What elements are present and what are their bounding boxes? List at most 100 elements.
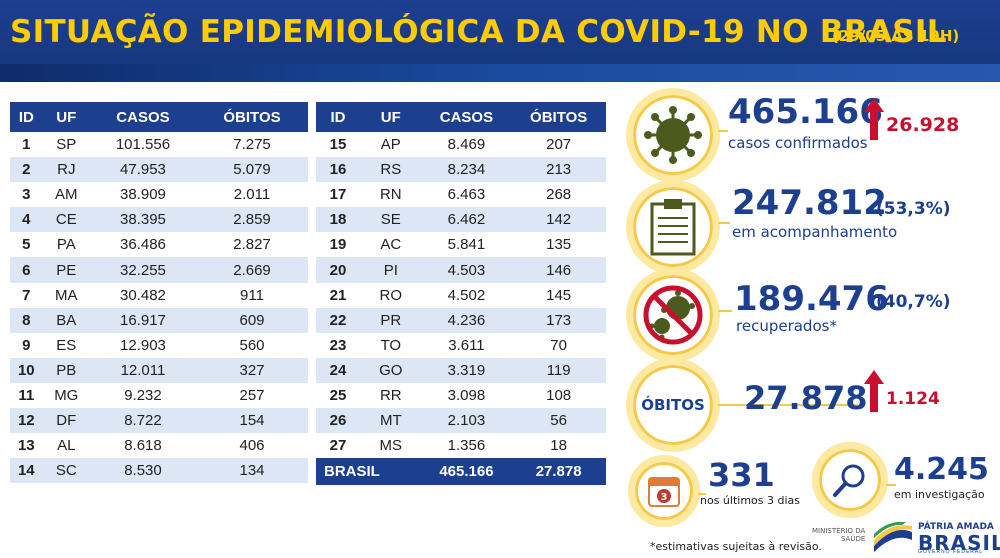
cell-uf: MT xyxy=(360,408,422,434)
cell-deaths: 406 xyxy=(239,437,265,455)
cell-id: 25 xyxy=(329,386,347,404)
calendar-number: 3 xyxy=(661,492,668,503)
cell-deaths: 2.859 xyxy=(196,207,308,233)
connector-line xyxy=(698,493,706,495)
cell-deaths: 56 xyxy=(511,408,606,434)
cell-uf: AP xyxy=(380,136,401,154)
cell-uf: SC xyxy=(42,458,90,484)
cell-uf: AM xyxy=(55,186,78,204)
magnifier-icon xyxy=(833,464,865,497)
table-row: 22 PR 4.236 173 xyxy=(316,307,606,333)
col-header-deaths: ÓBITOS xyxy=(196,102,308,132)
cell-id: 23 xyxy=(329,336,347,354)
cell-deaths: 2.669 xyxy=(196,257,308,283)
table-row: 20 PI 4.503 146 xyxy=(316,257,606,283)
calendar-icon: 3 xyxy=(648,477,680,507)
recovered-percent: (40,7%) xyxy=(876,292,951,312)
increase-arrow-icon xyxy=(864,370,884,412)
no-virus-icon xyxy=(643,285,703,345)
table-row: 25 RR 3.098 108 xyxy=(316,383,606,408)
cell-uf: BA xyxy=(42,307,90,333)
increase-arrow-icon xyxy=(864,98,884,140)
col-header-cases: CASOS xyxy=(421,102,512,132)
cell-id: 26 xyxy=(316,408,361,434)
cell-cases: 30.482 xyxy=(120,286,166,304)
cell-cases: 4.502 xyxy=(447,286,486,304)
connector-line xyxy=(886,484,896,486)
cell-cases: 38.395 xyxy=(89,207,197,233)
recent-deaths-label: nos últimos 3 dias xyxy=(700,494,801,507)
cell-id: 2 xyxy=(10,157,43,183)
table-row: 11 MG 9.232 257 xyxy=(10,383,308,408)
cell-deaths: 154 xyxy=(196,408,308,434)
cell-cases: 6.463 xyxy=(447,186,486,204)
table-row: 9 ES 12.903 560 xyxy=(10,333,308,358)
cell-id: 24 xyxy=(316,357,361,383)
cell-uf: TO xyxy=(380,336,402,354)
table-row: 5 PA 36.486 2.827 xyxy=(10,232,308,257)
cell-id: 11 xyxy=(18,386,35,404)
total-row: BRASIL 465.166 27.878 xyxy=(316,458,606,486)
cell-uf: GO xyxy=(360,357,422,383)
cell-cases: 47.953 xyxy=(89,157,197,183)
table-header-row: ID UF CASOS ÓBITOS xyxy=(316,102,606,132)
cell-deaths: 207 xyxy=(546,136,572,154)
cell-deaths: 257 xyxy=(239,386,265,404)
recovered-label: recuperados* xyxy=(736,317,837,335)
cell-deaths: 119 xyxy=(511,357,606,383)
header-banner: SITUAÇÃO EPIDEMIOLÓGICA DA COVID-19 NO B… xyxy=(0,0,1000,82)
col-header-id: ID xyxy=(10,102,43,132)
table-row: 19 AC 5.841 135 xyxy=(316,232,606,257)
cell-cases: 12.011 xyxy=(89,357,197,383)
cell-uf: RJ xyxy=(42,157,90,183)
total-deaths: 27.878 xyxy=(511,458,606,486)
confirmed-value: 465.166 xyxy=(728,92,883,132)
brand-sub: GOVERNO FEDERAL xyxy=(918,549,984,555)
cell-deaths: 70 xyxy=(550,336,567,354)
connector-line xyxy=(718,310,732,312)
cell-cases: 38.909 xyxy=(120,186,166,204)
cell-uf: SE xyxy=(360,207,422,233)
recovered-value: 189.476 xyxy=(734,279,889,319)
deaths-increase: 1.124 xyxy=(886,389,940,409)
cell-deaths: 213 xyxy=(511,157,606,183)
table-row: 4 CE 38.395 2.859 xyxy=(10,207,308,233)
cell-uf: PR xyxy=(360,307,422,333)
cell-deaths: 2.827 xyxy=(233,236,271,254)
table-row: 21 RO 4.502 145 xyxy=(316,283,606,308)
cell-deaths: 911 xyxy=(240,286,264,304)
cell-cases: 8.234 xyxy=(421,157,512,183)
cell-uf: MS xyxy=(379,437,403,455)
cell-deaths: 327 xyxy=(196,357,308,383)
cell-id: 22 xyxy=(316,307,361,333)
cell-id: 15 xyxy=(329,136,347,154)
cell-cases: 3.098 xyxy=(447,386,486,404)
table-row: 17 RN 6.463 268 xyxy=(316,182,606,207)
table-row: 13 AL 8.618 406 xyxy=(10,433,308,458)
cell-deaths: 108 xyxy=(546,386,572,404)
cell-cases: 8.618 xyxy=(124,437,162,455)
cell-uf: RS xyxy=(360,157,422,183)
col-header-id: ID xyxy=(316,102,361,132)
table-row: 26 MT 2.103 56 xyxy=(316,408,606,434)
cell-uf: AC xyxy=(380,236,402,254)
col-header-uf: UF xyxy=(360,102,422,132)
monitoring-percent: (53,3%) xyxy=(876,199,951,219)
report-date: (29/05 ÀS 19H) xyxy=(832,27,960,45)
cell-uf: RN xyxy=(379,186,402,204)
cell-deaths: 5.079 xyxy=(196,157,308,183)
cell-deaths: 142 xyxy=(511,207,606,233)
cell-deaths: 146 xyxy=(511,257,606,283)
cell-uf: ES xyxy=(56,336,77,354)
table-header-row: ID UF CASOS ÓBITOS xyxy=(10,102,308,132)
cell-uf: RO xyxy=(379,286,403,304)
confirmed-icon-circle xyxy=(626,88,720,182)
table-row: 15 AP 8.469 207 xyxy=(316,132,606,157)
investigation-value: 4.245 xyxy=(894,452,989,487)
cell-cases: 8.722 xyxy=(89,408,197,434)
col-header-deaths: ÓBITOS xyxy=(511,102,606,132)
table-row: 7 MA 30.482 911 xyxy=(10,283,308,308)
cell-uf: PA xyxy=(56,236,76,254)
cell-cases: 36.486 xyxy=(120,236,166,254)
monitoring-icon-circle xyxy=(626,180,720,274)
